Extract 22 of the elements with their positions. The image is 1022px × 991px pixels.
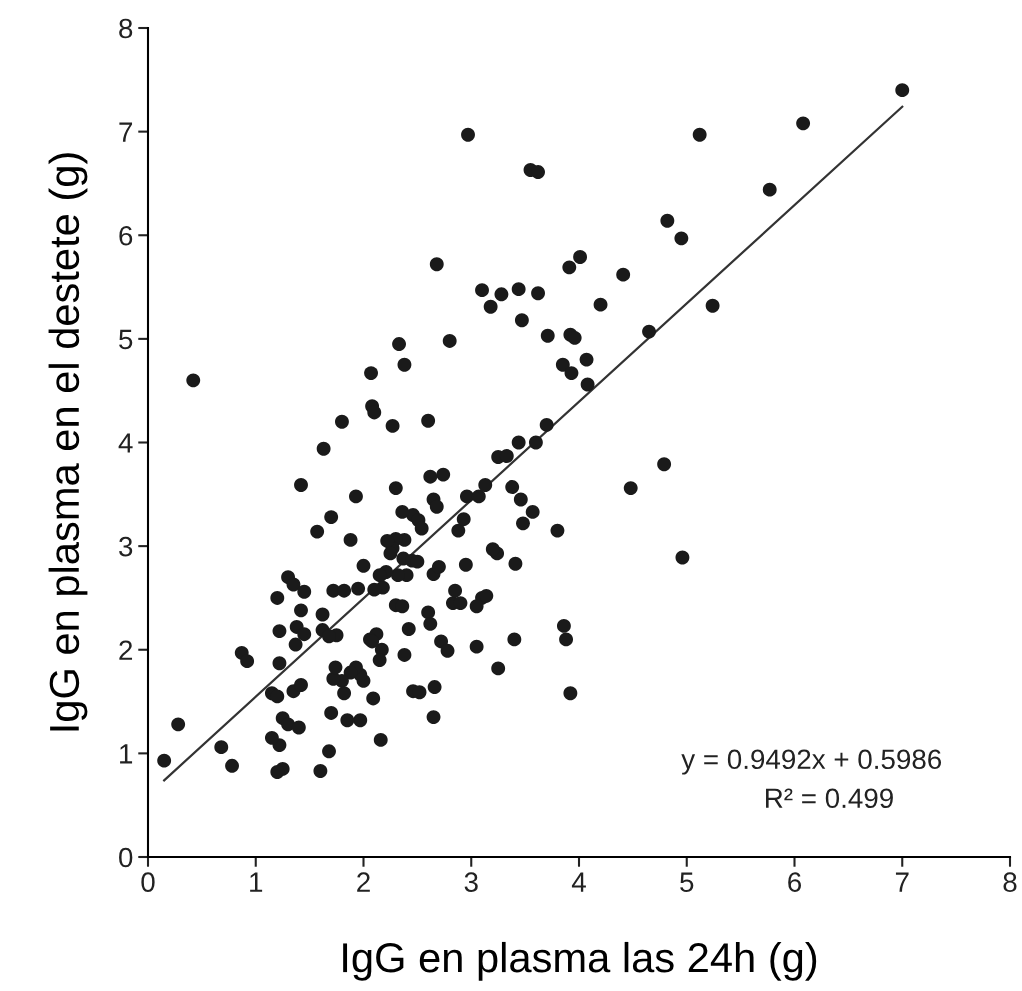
y-tick-label: 0 [119,847,133,868]
y-tick-label: 2 [119,640,133,660]
y-tick-label: 6 [119,225,133,246]
x-tick-label: 6 [788,872,801,892]
x-tick-label: 3 [464,872,478,892]
x-tick-label: 0 [141,872,155,892]
y-tick-label: 7 [119,122,133,142]
x-tick-label: 4 [571,872,586,892]
y-tick-label: 8 [119,18,133,39]
x-tick-label: 2 [357,872,370,892]
y-tick-label: 5 [119,329,133,350]
annotation: R² = 0.499 [766,788,893,809]
y-tick-label: 1 [120,744,133,764]
y-axis-title: IgG en plasma en el destete (g) [48,153,88,731]
x-tick-label: 5 [680,872,694,892]
y-tick-label: 3 [119,536,133,557]
y-tick-label: 4 [118,433,133,453]
x-axis-title: IgG en plasma las 24h (g) [343,941,817,981]
x-tick-label: 8 [1003,872,1017,892]
annotation: y = 0.9492x + 0.5986 [681,749,942,775]
x-tick-label: 1 [250,872,263,892]
x-tick-label: 7 [895,872,909,892]
